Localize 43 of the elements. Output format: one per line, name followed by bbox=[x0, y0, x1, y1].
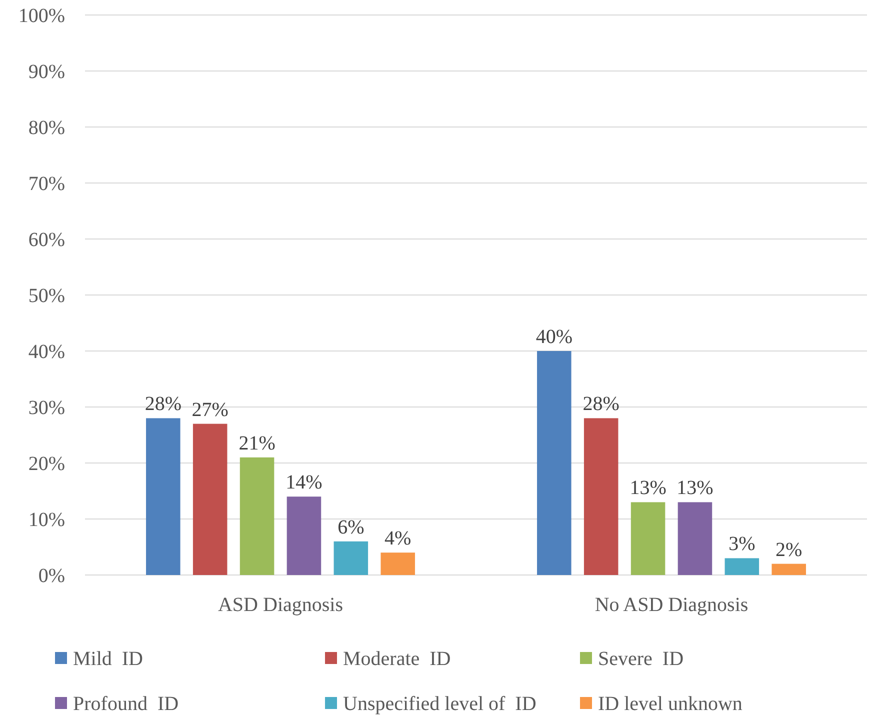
y-tick-label: 50% bbox=[28, 285, 65, 307]
data-label: 4% bbox=[384, 528, 412, 550]
legend-label: Severe ID bbox=[598, 648, 684, 670]
data-label: 13% bbox=[676, 477, 714, 500]
legend-label: ID level unknown bbox=[598, 693, 742, 715]
y-tick-label: 90% bbox=[28, 61, 65, 83]
y-tick-label: 20% bbox=[28, 453, 65, 475]
y-tick-label: 100% bbox=[18, 5, 65, 27]
bar bbox=[537, 351, 572, 575]
data-label: 6% bbox=[338, 516, 364, 538]
bar bbox=[584, 418, 618, 575]
legend-label: Unspecified level of ID bbox=[343, 693, 536, 715]
bar bbox=[380, 552, 415, 575]
bar bbox=[240, 457, 274, 575]
y-tick-label: 30% bbox=[28, 397, 65, 419]
bar bbox=[678, 502, 712, 575]
bar bbox=[724, 558, 760, 575]
data-label: 13% bbox=[630, 477, 666, 500]
bar bbox=[146, 418, 180, 575]
data-label: 27% bbox=[192, 398, 228, 421]
bar bbox=[772, 564, 806, 575]
y-tick-label: 10% bbox=[28, 509, 65, 531]
data-label: 28% bbox=[144, 393, 182, 416]
data-label: 40% bbox=[536, 326, 572, 348]
data-label: 21% bbox=[238, 432, 276, 454]
legend-label: Profound ID bbox=[73, 693, 179, 715]
x-tick-label: No ASD Diagnosis bbox=[594, 594, 748, 616]
y-tick-label: 70% bbox=[28, 173, 65, 195]
y-tick-label: 40% bbox=[28, 341, 65, 363]
data-label: 2% bbox=[776, 538, 802, 561]
y-tick-label: 80% bbox=[28, 117, 65, 139]
legend-label: Moderate ID bbox=[343, 648, 451, 670]
bar bbox=[334, 541, 368, 575]
y-tick-label: 0% bbox=[38, 565, 65, 587]
data-label: 28% bbox=[582, 393, 620, 416]
bar bbox=[630, 502, 666, 575]
y-tick-label: 60% bbox=[28, 229, 65, 251]
data-label: 14% bbox=[286, 472, 322, 494]
bar bbox=[286, 496, 322, 575]
bar bbox=[192, 424, 228, 575]
data-label: 3% bbox=[728, 533, 756, 556]
legend-label: Mild ID bbox=[73, 648, 143, 670]
x-tick-label: ASD Diagnosis bbox=[218, 594, 344, 616]
